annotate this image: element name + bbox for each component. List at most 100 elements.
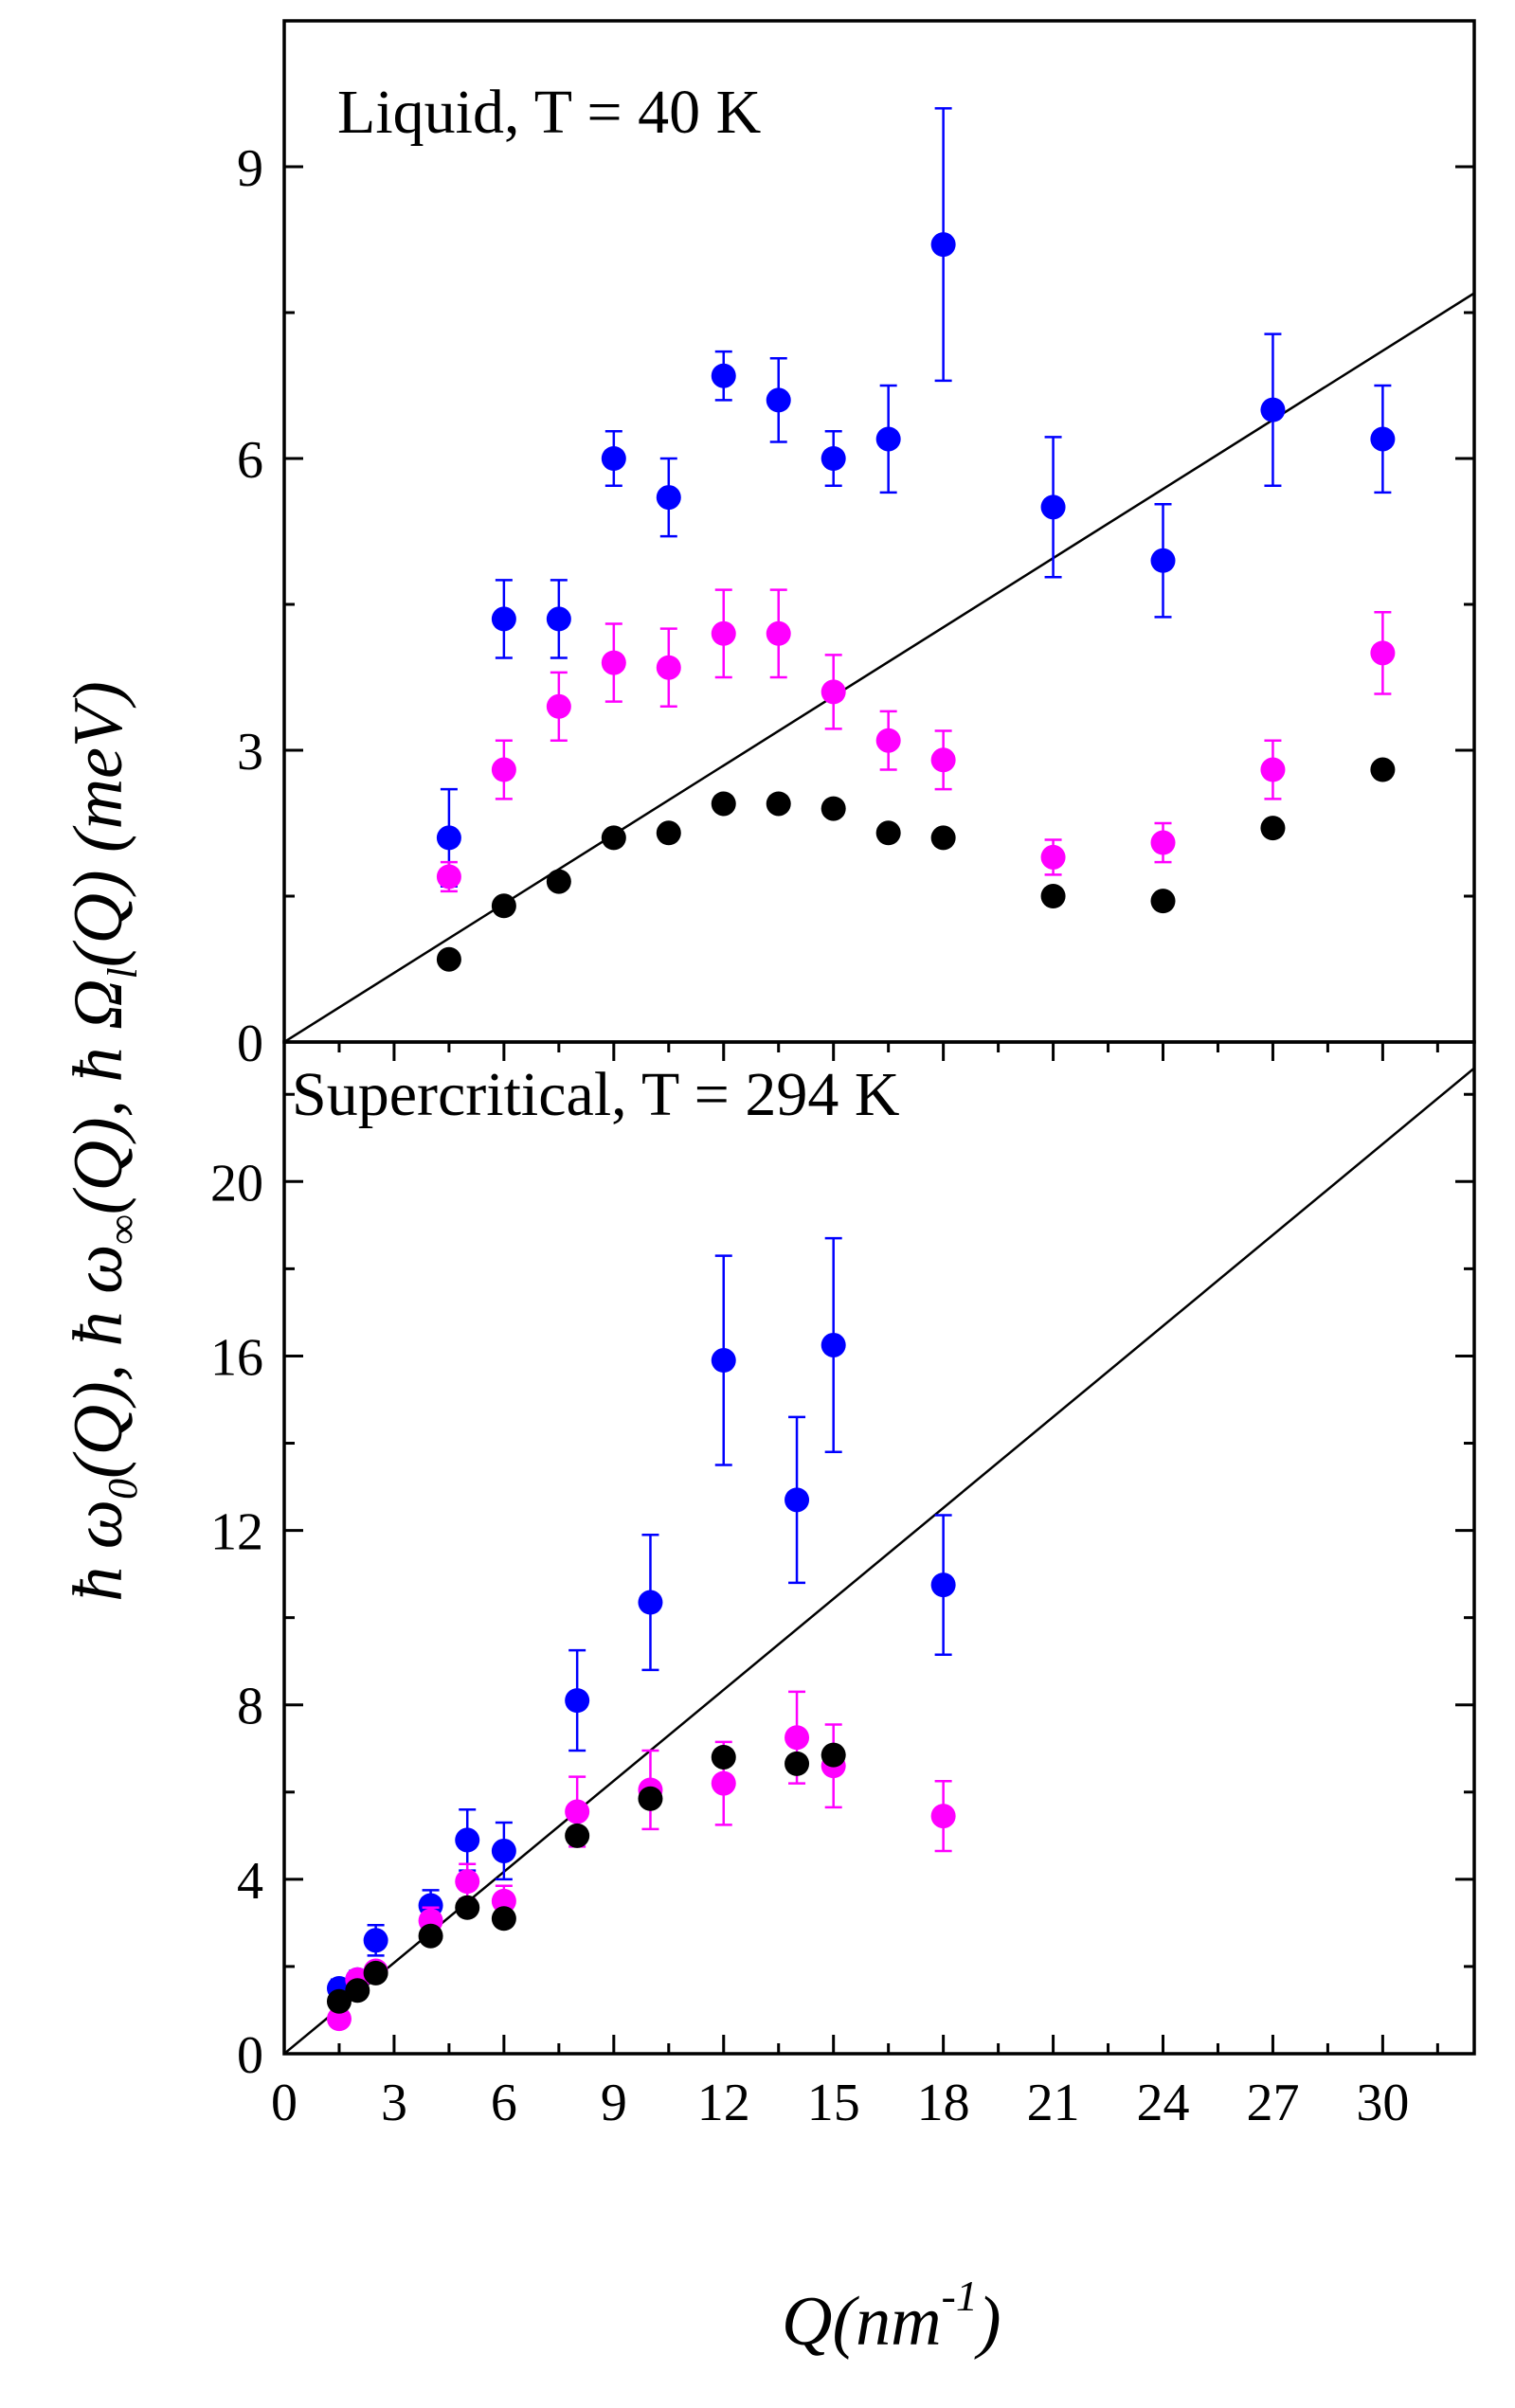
top-magenta-point (930, 747, 956, 773)
bottom-blue-point (930, 1572, 956, 1598)
top-y-tick-label: 0 (237, 1015, 263, 1073)
top-magenta-point (821, 679, 846, 705)
top-magenta-point (656, 655, 681, 680)
bottom-x-tick-label: 9 (601, 2074, 627, 2132)
top-magenta-point (711, 620, 736, 646)
bottom-magenta-point (711, 1770, 736, 1796)
top-black-point (436, 946, 461, 972)
bottom-x-tick-label: 18 (917, 2074, 970, 2132)
bottom-blue-point (638, 1590, 663, 1615)
bottom-blue-point (785, 1487, 810, 1513)
y-axis-title-part2: (Q), ħ ω (60, 1245, 137, 1479)
y-axis-title-part3: (Q), ħ Ω (60, 979, 137, 1214)
top-magenta-point (1150, 830, 1176, 855)
top-magenta-point (1040, 844, 1066, 870)
top-blue-point (1150, 548, 1176, 573)
bottom-x-tick-label: 30 (1356, 2074, 1409, 2132)
top-black-point (766, 791, 791, 817)
top-y-tick-label: 6 (237, 431, 263, 490)
bottom-black-point (821, 1742, 846, 1768)
top-magenta-point (436, 864, 461, 890)
top-black-point (821, 796, 846, 821)
bottom-black-point (326, 1988, 352, 2014)
top-y-tick-label: 9 (237, 139, 263, 198)
y-axis-title-part1: ħ ω (60, 1500, 137, 1602)
bottom-magenta-point (565, 1799, 590, 1824)
top-magenta-point (491, 757, 516, 782)
bottom-blue-point (455, 1827, 480, 1853)
top-blue-point (821, 446, 846, 471)
bottom-x-tick-label: 0 (271, 2074, 298, 2132)
bottom-blue-point (491, 1838, 516, 1863)
bottom-y-tick-label: 16 (210, 1328, 263, 1387)
bottom-magenta-point (785, 1725, 810, 1751)
x-axis-title-base: Q(nm (782, 2283, 942, 2361)
bottom-panel-title: Supercritical, T = 294 K (292, 1060, 900, 1129)
top-blue-point (930, 232, 956, 258)
top-blue-point (436, 825, 461, 851)
top-black-point (711, 791, 736, 817)
top-black-point (1370, 757, 1396, 782)
top-blue-point (656, 485, 681, 511)
top-magenta-point (875, 728, 901, 753)
bottom-plot-frame (282, 1040, 1476, 2056)
bottom-magenta-point (326, 2006, 352, 2032)
bottom-panel: 0 4 8 12 16 20 0 3 6 9 12 15 18 21 24 27 30 (210, 1040, 1476, 2132)
x-axis-title-close: ) (974, 2283, 1001, 2361)
bottom-magenta-point (455, 1869, 480, 1895)
top-blue-point (711, 363, 736, 388)
bottom-black-point (711, 1744, 736, 1770)
top-blue-point (1040, 494, 1066, 520)
top-black-point (930, 825, 956, 851)
y-axis-title-sub2: ∞ (99, 1214, 146, 1244)
bottom-x-tick-label: 15 (807, 2074, 860, 2132)
bottom-x-tick-label: 27 (1246, 2074, 1299, 2132)
bottom-black-point (638, 1786, 663, 1811)
top-magenta-point (546, 693, 571, 719)
y-axis-title-part4: (Q) (meV) (60, 681, 137, 967)
bottom-black-point (565, 1823, 590, 1848)
x-axis-title: Q(nm-1) (782, 2272, 1001, 2361)
top-blue-point (875, 426, 901, 452)
top-magenta-point (1260, 757, 1286, 782)
bottom-black-point (363, 1960, 388, 1986)
top-black-point (601, 825, 626, 851)
bottom-y-tick-label: 0 (237, 2026, 263, 2085)
bottom-y-tick-label: 12 (210, 1503, 263, 1562)
top-magenta-point (1370, 640, 1396, 666)
top-black-point (1150, 889, 1176, 914)
top-magenta-point (601, 650, 626, 675)
bottom-black-point (455, 1895, 480, 1920)
bottom-blue-point (565, 1688, 590, 1714)
top-blue-point (1260, 397, 1286, 422)
top-black-point (546, 869, 571, 894)
bottom-reference-line (284, 1067, 1474, 2054)
top-panel: 0 3 6 9 (237, 19, 1476, 1073)
bottom-y-tick-label: 20 (210, 1154, 263, 1213)
y-axis-title-sub1: 0 (99, 1479, 146, 1500)
top-black-point (1260, 816, 1286, 841)
x-axis-title-sup: -1 (942, 2272, 978, 2320)
top-blue-point (546, 606, 571, 632)
top-blue-point (766, 387, 791, 413)
bottom-y-tick-label: 8 (237, 1678, 263, 1736)
top-blue-point (1370, 426, 1396, 452)
top-y-tick-label: 3 (237, 723, 263, 782)
top-black-point (491, 893, 516, 919)
bottom-blue-point (363, 1928, 388, 1953)
y-axis-title: ħ ω0(Q), ħ ω∞(Q), ħ Ωl(Q) (meV) (60, 681, 146, 1602)
bottom-x-tick-label: 24 (1137, 2074, 1190, 2132)
bottom-black-point (785, 1751, 810, 1776)
bottom-magenta-point (930, 1804, 956, 1829)
top-panel-title: Liquid, T = 40 K (337, 78, 761, 147)
top-black-point (656, 820, 681, 846)
y-axis-title-sub3: l (99, 967, 146, 979)
bottom-x-tick-label: 3 (381, 2074, 407, 2132)
top-magenta-point (766, 620, 791, 646)
bottom-blue-point (711, 1348, 736, 1374)
bottom-black-point (418, 1923, 443, 1949)
top-black-point (875, 820, 901, 846)
bottom-x-tick-label: 6 (491, 2074, 517, 2132)
